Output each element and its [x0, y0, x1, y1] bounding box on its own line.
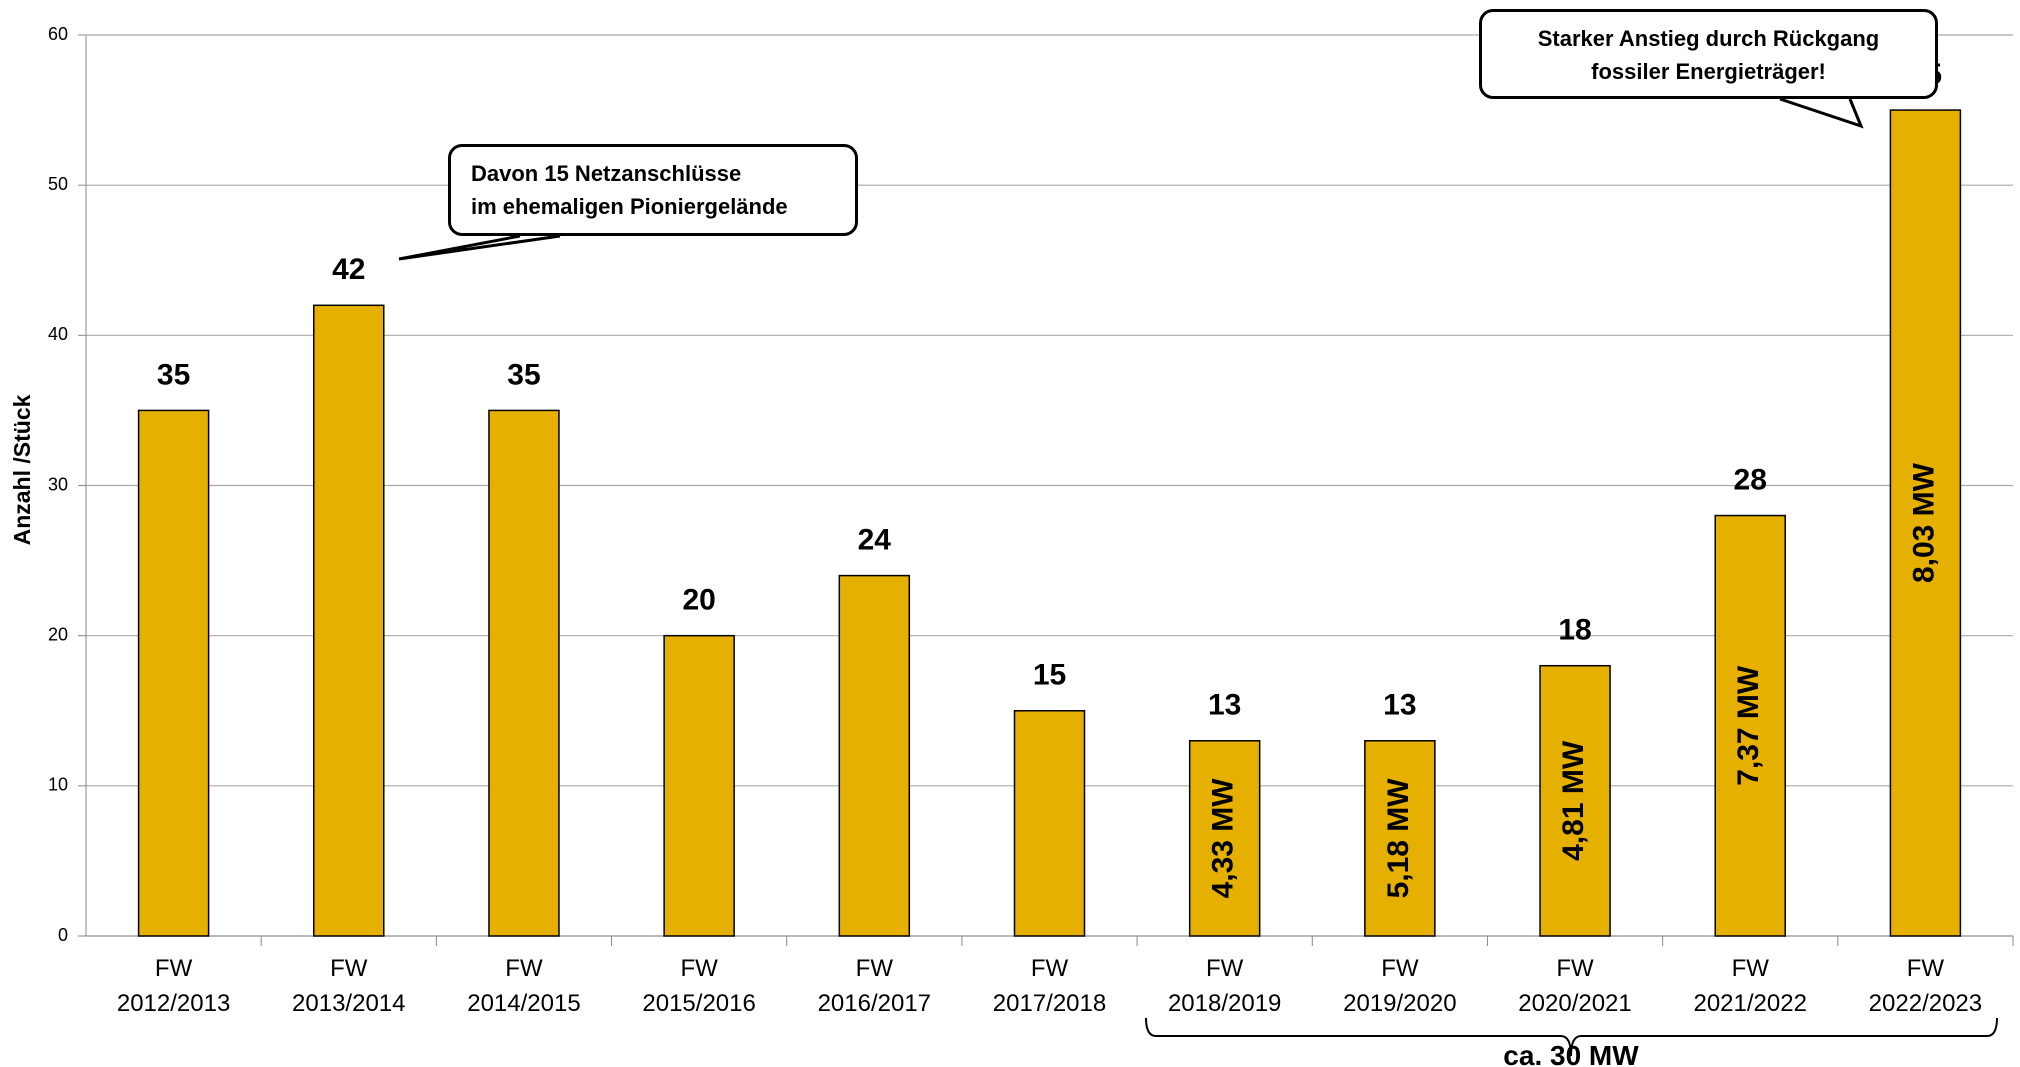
value-label: 13 [1383, 689, 1416, 722]
bar [137, 409, 210, 937]
bar [663, 634, 735, 937]
callout: Davon 15 Netzanschlüsse im ehemaligen Pi… [448, 144, 858, 236]
bar [1013, 710, 1086, 937]
bar-annotation: 4,33 MW [1207, 778, 1240, 899]
bracket [1145, 1017, 1998, 1057]
bar [838, 574, 911, 937]
bar [1714, 514, 1786, 937]
x-tick-label: FW 2021/2022 [1693, 955, 1807, 1017]
y-tick-label: 40 [48, 324, 68, 344]
x-tick-label: FW 2014/2015 [467, 955, 581, 1017]
y-tick-label: 10 [48, 775, 68, 795]
callout: Starker Anstieg durch Rückgang fossiler … [1479, 9, 1938, 99]
x-tick-label: FW 2020/2021 [1518, 955, 1632, 1017]
y-tick-label: 20 [48, 624, 68, 644]
y-tick-label: 30 [48, 474, 68, 494]
bar [1889, 109, 1962, 937]
value-label: 15 [1033, 659, 1066, 692]
x-tick-label: FW 2016/2017 [817, 955, 932, 1017]
x-tick-label: FW 2022/2023 [1868, 955, 1983, 1017]
bar [313, 304, 385, 937]
x-tick-label: FW 2015/2016 [642, 955, 756, 1017]
bracket-label: ca. 30 MW [1503, 1040, 1639, 1067]
value-label: 20 [682, 584, 715, 617]
callout-pointer [398, 234, 561, 261]
x-tick-label: FW 2017/2018 [992, 955, 1107, 1017]
x-tick-label: FW 2013/2014 [292, 955, 406, 1017]
value-label: 13 [1208, 689, 1241, 722]
y-axis-label: Anzahl /Stück [9, 394, 35, 545]
y-tick-label: 0 [58, 925, 68, 945]
bar [488, 409, 560, 937]
bar-annotation: 5,18 MW [1382, 778, 1415, 899]
y-tick-label: 50 [48, 174, 68, 194]
value-label: 42 [332, 253, 365, 286]
x-tick-label: FW 2018/2019 [1167, 955, 1282, 1017]
bar [1188, 740, 1261, 937]
bar-annotation: 8,03 MW [1907, 462, 1940, 583]
value-label: 24 [858, 524, 892, 557]
value-label: 28 [1734, 463, 1767, 496]
value-label: 18 [1558, 614, 1591, 647]
value-label: 35 [157, 358, 190, 391]
x-tick-label: FW 2019/2020 [1343, 955, 1457, 1017]
bar [1539, 664, 1611, 937]
bar [1364, 740, 1436, 937]
y-tick-label: 60 [48, 24, 68, 44]
x-tick-label: FW 2012/2013 [116, 955, 231, 1017]
bar-annotation: 7,37 MW [1732, 665, 1765, 786]
bar-annotation: 4,81 MW [1557, 740, 1590, 861]
callout-pointer [1779, 97, 1864, 129]
value-label: 35 [507, 358, 540, 391]
